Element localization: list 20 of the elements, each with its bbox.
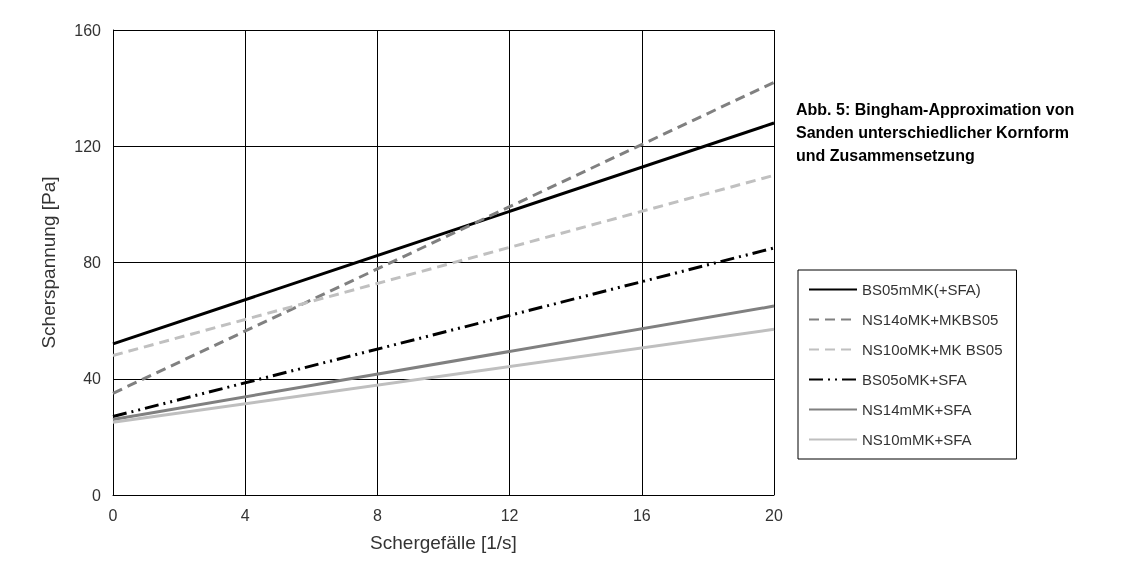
text: Abb. 5: Bingham-Approximation von Sanden unterschiedlicher Kornform und Zusammensetzung (796, 101, 1079, 164)
legend-label: NS10mMK+SFA (862, 431, 972, 448)
x-tick-label: 16 (632, 506, 651, 524)
y-tick-label: 80 (83, 254, 102, 271)
legend-label: BS05oMK+SFA (862, 371, 967, 388)
y-axis-title: Scherspannung [Pa] (38, 176, 59, 349)
x-tick-label: 12 (500, 506, 519, 524)
x-tick-label: 20 (765, 506, 783, 524)
x-tick-label: 8 (372, 506, 382, 524)
y-tick-label: 0 (92, 486, 102, 504)
x-tick-label: 4 (240, 506, 250, 524)
x-tick-label: 0 (108, 506, 118, 524)
x-axis-title: Schergefälle [1/s] (370, 532, 517, 553)
legend-label: NS14oMK+MKBS05 (862, 311, 999, 328)
y-tick-label: 160 (74, 21, 102, 39)
legend-label: NS10oMK+MK BS05 (862, 341, 1003, 358)
legend-label: BS05mMK(+SFA) (862, 281, 981, 298)
y-tick-label: 40 (83, 370, 102, 388)
y-tick-label: 120 (74, 137, 102, 155)
legend-label: NS14mMK+SFA (862, 401, 972, 418)
